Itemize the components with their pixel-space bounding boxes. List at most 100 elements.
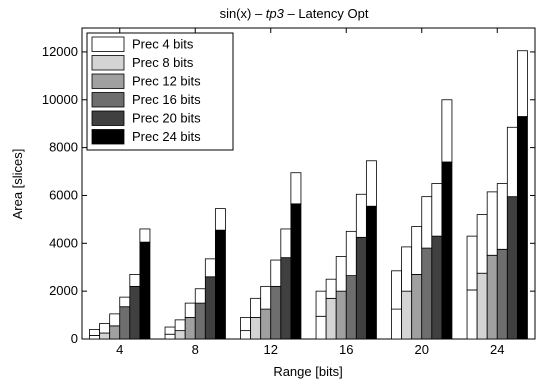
bar-lower bbox=[214, 229, 226, 340]
bar-upper bbox=[476, 214, 488, 274]
bar-upper bbox=[89, 329, 101, 336]
bar-lower bbox=[204, 276, 216, 340]
y-tick-label: 2000 bbox=[49, 283, 78, 298]
bar-lower bbox=[109, 325, 121, 340]
bar-upper bbox=[496, 183, 508, 250]
bar-lower bbox=[421, 247, 433, 340]
legend-swatch bbox=[91, 55, 125, 71]
bar-upper bbox=[204, 258, 216, 278]
bar-upper bbox=[290, 172, 302, 205]
bar-upper bbox=[411, 226, 423, 275]
y-axis-label: Area [slices] bbox=[10, 149, 25, 220]
bar-lower bbox=[290, 203, 302, 340]
legend-swatch bbox=[91, 92, 125, 108]
bar-upper bbox=[391, 270, 403, 310]
bar-upper bbox=[174, 319, 186, 332]
x-axis-label: Range [bits] bbox=[273, 364, 342, 379]
bar-lower bbox=[441, 161, 453, 340]
bar-upper bbox=[109, 313, 121, 327]
bar-upper bbox=[99, 323, 111, 334]
bar-lower bbox=[355, 236, 367, 340]
x-tick-label: 4 bbox=[116, 342, 123, 357]
bar-lower bbox=[119, 306, 131, 340]
y-axis: 0 2000 4000 6000 8000 10000 12000 bbox=[42, 44, 535, 346]
bar-lower bbox=[345, 275, 357, 340]
legend-swatch bbox=[91, 36, 125, 52]
bar-upper bbox=[119, 296, 131, 308]
y-tick-label: 10000 bbox=[42, 92, 78, 107]
bar-upper bbox=[345, 230, 357, 277]
bar-lower bbox=[260, 308, 272, 340]
bar-upper bbox=[139, 228, 151, 243]
chart-title-suffix: – Latency Opt bbox=[284, 6, 369, 21]
x-tick-label: 12 bbox=[264, 342, 278, 357]
legend: Prec 4 bits Prec 8 bits Prec 12 bits Prec 1… bbox=[86, 32, 234, 151]
bar-lower bbox=[391, 308, 403, 340]
x-tick-label: 24 bbox=[490, 342, 504, 357]
chart-title-prefix: sin(x) – bbox=[220, 6, 266, 21]
bar-lower bbox=[270, 285, 282, 340]
bar-lower bbox=[486, 254, 498, 340]
bar-lower bbox=[315, 315, 327, 340]
bar-upper bbox=[365, 160, 377, 207]
bar-upper bbox=[129, 274, 141, 287]
x-tick-label: 16 bbox=[339, 342, 353, 357]
y-tick-label: 6000 bbox=[49, 187, 78, 202]
bar-upper bbox=[466, 235, 478, 291]
y-tick-label: 12000 bbox=[42, 44, 78, 59]
legend-label: Prec 16 bits bbox=[132, 92, 201, 107]
bar-upper bbox=[184, 302, 196, 318]
chart-title-italic: tp3 bbox=[266, 6, 285, 21]
bar-lower bbox=[194, 302, 206, 340]
bar-upper bbox=[240, 317, 252, 332]
bar-lower bbox=[164, 333, 176, 340]
x-tick-label: 8 bbox=[192, 342, 199, 357]
bar-lower bbox=[411, 274, 423, 340]
bar-lower bbox=[174, 330, 186, 340]
y-tick-label: 8000 bbox=[49, 140, 78, 155]
legend-label: Prec 4 bits bbox=[132, 37, 194, 52]
bar-upper bbox=[431, 183, 443, 237]
bar-upper bbox=[506, 126, 518, 198]
bar-lower bbox=[240, 330, 252, 340]
bar-upper bbox=[335, 256, 347, 292]
bar-lower bbox=[401, 290, 413, 340]
bar-lower bbox=[89, 335, 101, 340]
bar-upper bbox=[421, 196, 433, 249]
bar-upper bbox=[315, 290, 327, 317]
bar-lower bbox=[496, 248, 508, 340]
bar-upper bbox=[516, 50, 528, 117]
bar-lower bbox=[476, 272, 488, 340]
bar-upper bbox=[270, 259, 282, 287]
legend-label: Prec 24 bits bbox=[132, 129, 201, 144]
bar-lower bbox=[325, 297, 337, 340]
bar-lower bbox=[250, 317, 262, 340]
bar-upper bbox=[325, 278, 337, 299]
legend-swatch bbox=[91, 110, 125, 126]
bar-lower bbox=[184, 317, 196, 340]
bar-lower bbox=[466, 289, 478, 340]
bar-upper bbox=[214, 208, 226, 231]
bar-lower bbox=[365, 205, 377, 340]
legend-swatch bbox=[91, 73, 125, 89]
bar-upper bbox=[401, 246, 413, 292]
bar-lower bbox=[516, 116, 528, 340]
bar-upper bbox=[486, 191, 498, 256]
chart-title: sin(x) – tp3 – Latency Opt bbox=[220, 6, 369, 21]
legend-swatch bbox=[91, 129, 125, 145]
y-tick-label: 0 bbox=[71, 331, 78, 346]
y-tick-label: 4000 bbox=[49, 235, 78, 250]
legend-label: Prec 12 bits bbox=[132, 74, 201, 89]
x-tick-label: 20 bbox=[415, 342, 429, 357]
bar-lower bbox=[280, 257, 292, 340]
bar-upper bbox=[441, 99, 453, 163]
bar-lower bbox=[506, 196, 518, 340]
bar-upper bbox=[164, 326, 176, 335]
bar-lower bbox=[99, 332, 111, 340]
bar-upper bbox=[260, 285, 272, 310]
legend-label: Prec 8 bits bbox=[132, 55, 194, 70]
legend-label: Prec 20 bits bbox=[132, 111, 201, 126]
bar-lower bbox=[139, 241, 151, 340]
bars bbox=[89, 50, 528, 340]
